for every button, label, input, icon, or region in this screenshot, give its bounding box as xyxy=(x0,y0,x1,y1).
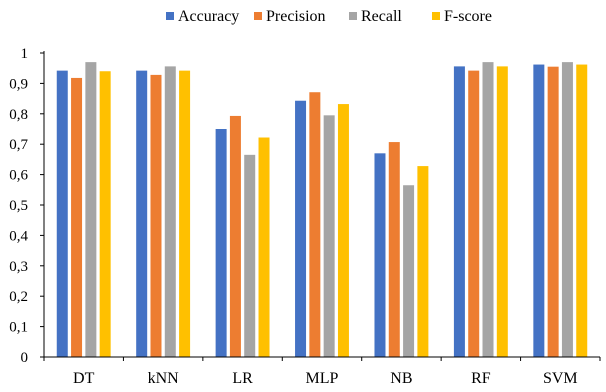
bar-nb-precision xyxy=(388,142,400,357)
legend-swatch-accuracy xyxy=(166,12,174,20)
bar-dt-f-score xyxy=(99,71,111,358)
x-tick-label: DT xyxy=(73,370,95,387)
legend-label: Recall xyxy=(361,8,402,25)
bar-nb-accuracy xyxy=(374,153,386,357)
x-tick-label: NB xyxy=(390,370,412,387)
bar-svm-precision xyxy=(547,66,559,358)
bar-lr-accuracy xyxy=(215,129,227,357)
x-axis: DT kNN LR MLP NB RF SVM xyxy=(43,356,601,387)
x-tick-label: RF xyxy=(471,370,491,387)
bar-rf-recall xyxy=(482,62,494,358)
legend-label: Precision xyxy=(266,8,326,25)
y-axis: 0 0,1 0,2 0,3 0,4 0,5 0,6 0,7 0,8 0,9 1 xyxy=(9,46,45,366)
y-tick-label: 0,5 xyxy=(9,198,28,214)
legend-swatch-precision xyxy=(254,12,262,20)
bar-svm-f-score xyxy=(576,64,588,358)
bar-lr-recall xyxy=(244,154,256,357)
bar-knn-recall xyxy=(164,66,176,357)
bar-rf-f-score xyxy=(496,66,508,357)
bar-nb-f-score xyxy=(417,166,429,357)
x-tick-label: LR xyxy=(232,370,253,387)
y-tick-label: 0 xyxy=(21,350,29,366)
bar-dt-recall xyxy=(85,62,97,358)
bar-knn-accuracy xyxy=(136,70,148,357)
bar-svm-accuracy xyxy=(533,64,545,358)
bar-lr-precision xyxy=(229,115,241,358)
x-tick-label: MLP xyxy=(306,370,339,387)
y-tick-label: 0,1 xyxy=(9,320,28,336)
bar-mlp-precision xyxy=(309,92,321,357)
y-tick-label: 0,2 xyxy=(9,289,28,305)
y-tick-label: 1 xyxy=(21,46,29,62)
bar-rf-accuracy xyxy=(453,66,465,357)
legend: Accuracy Precision Recall F-score xyxy=(166,8,492,25)
y-tick-label: 0,4 xyxy=(9,228,28,244)
bar-mlp-recall xyxy=(323,115,335,357)
bar-lr-f-score xyxy=(258,137,270,357)
bar-mlp-accuracy xyxy=(295,100,307,357)
legend-label: Accuracy xyxy=(178,8,239,25)
x-tick-label: SVM xyxy=(543,370,578,387)
x-tick-label: kNN xyxy=(148,370,180,387)
y-tick-label: 0,8 xyxy=(9,107,28,123)
y-tick-label: 0,9 xyxy=(9,76,28,92)
bar-knn-f-score xyxy=(179,70,191,357)
bar-svm-recall xyxy=(561,62,573,358)
bar-dt-precision xyxy=(71,77,83,358)
y-tick-label: 0,7 xyxy=(9,137,28,153)
bars xyxy=(56,62,588,358)
bar-knn-precision xyxy=(150,74,162,357)
y-tick-label: 0,3 xyxy=(9,259,28,275)
legend-label: F-score xyxy=(444,8,492,25)
legend-swatch-recall xyxy=(349,12,357,20)
bar-mlp-f-score xyxy=(337,104,349,357)
legend-swatch-f-score xyxy=(432,12,440,20)
bar-dt-accuracy xyxy=(56,70,68,357)
bar-rf-precision xyxy=(468,70,480,357)
bar-nb-recall xyxy=(403,185,415,357)
y-tick-label: 0,6 xyxy=(9,168,28,184)
